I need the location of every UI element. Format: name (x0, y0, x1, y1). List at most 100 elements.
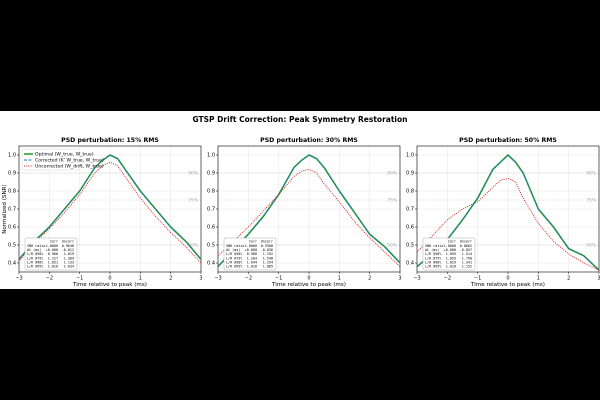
y-tick-label: 0.9 (8, 171, 16, 177)
x-tick-label: 2 (169, 276, 172, 282)
stats-corrected-value: 1.055 (446, 256, 456, 260)
stats-uncorrected-value: 1.019 (64, 252, 74, 256)
x-tick-label: −1 (474, 276, 481, 282)
stats-uncorrected-value: 1.192 (263, 252, 273, 256)
stats-row-label: L/R @90% (425, 260, 441, 264)
stats-corrected-value: 1.016 (48, 265, 58, 269)
series-line-dashed (416, 154, 600, 271)
stats-table-header: Uncorr (62, 240, 74, 244)
y-tick-label: 1.0 (8, 153, 16, 159)
y-tick-label: 1.0 (207, 153, 215, 159)
x-tick-label: −2 (245, 276, 252, 282)
stats-uncorrected-value: 1.548 (263, 256, 273, 260)
x-axis-label: Time relative to peak (ms) (271, 282, 346, 288)
stats-corrected-value: 1.0000 (245, 244, 257, 248)
stats-row-label: Δt (ms) (425, 248, 439, 252)
stats-uncorrected-value: 1.034 (64, 265, 74, 269)
reference-label: 50% (586, 243, 596, 249)
x-tick-label: 2 (567, 276, 570, 282)
stats-table-header: Uncorr (460, 240, 472, 244)
stats-row-label: L/R @50% (226, 252, 242, 256)
y-tick-label: 0.4 (8, 261, 16, 267)
y-tick-label: 0.7 (8, 207, 16, 213)
x-tick-label: 0 (108, 276, 111, 282)
stats-corrected-value: +0.000 (46, 248, 58, 252)
stats-corrected-value: +0.000 (245, 248, 257, 252)
x-tick-label: 3 (398, 276, 401, 282)
stats-uncorrected-value: 0.9308 (261, 244, 273, 248)
stats-table-box (24, 237, 78, 271)
stats-corrected-value: 1.0000 (46, 244, 58, 248)
y-tick-label: 0.6 (406, 225, 414, 231)
stats-corrected-value: 1.044 (247, 260, 257, 264)
reference-label: 90% (188, 171, 198, 177)
stats-row-label: SNR ratio (27, 244, 45, 248)
stats-corrected-value: 1.016 (446, 265, 456, 269)
legend-box (21, 148, 81, 171)
x-tick-label: 2 (368, 276, 371, 282)
stats-uncorrected-value: -0.036 (261, 248, 273, 252)
x-axis-label: Time relative to peak (ms) (72, 282, 147, 288)
stats-uncorrected-value: 0.8682 (460, 244, 472, 248)
stats-corrected-value: +0.000 (444, 248, 456, 252)
stats-row-label: L/R @75% (27, 256, 43, 260)
y-tick-label: 1.0 (406, 153, 414, 159)
y-tick-label: 0.5 (207, 243, 215, 249)
stats-uncorrected-value: 1.133 (64, 260, 74, 264)
stats-corrected-value: 1.016 (247, 265, 257, 269)
stats-uncorrected-value: 1.514 (462, 252, 472, 256)
x-tick-label: 0 (307, 276, 310, 282)
panel-title: PSD perturbation: 15% RMS (61, 137, 159, 144)
x-tick-label: 3 (199, 276, 202, 282)
stats-table-header: Corr (249, 240, 257, 244)
figure-title: GTSP Drift Correction: Peak Symmetry Res… (192, 115, 408, 124)
stats-row-label: L/R @50% (27, 252, 43, 256)
x-tick-label: 1 (338, 276, 341, 282)
stats-uncorrected-value: 1.294 (263, 260, 273, 264)
figure: GTSP Drift Correction: Peak Symmetry Res… (0, 111, 600, 289)
stats-corrected-value: 0.966 (48, 252, 58, 256)
x-tick-label: 0 (506, 276, 509, 282)
series-line-dotted (416, 177, 600, 271)
stats-row-label: L/R @95% (226, 265, 242, 269)
stats-corrected-value: 1.029 (446, 260, 456, 264)
stats-uncorrected-value: 1.341 (462, 260, 472, 264)
panel-title: PSD perturbation: 50% RMS (459, 137, 557, 144)
stats-uncorrected-value: 1.152 (462, 265, 472, 269)
x-tick-label: 3 (597, 276, 600, 282)
stats-row-label: Δt (ms) (226, 248, 240, 252)
y-tick-label: 0.5 (406, 243, 414, 249)
stats-uncorrected-value: -0.012 (62, 248, 74, 252)
reference-label: 90% (586, 171, 596, 177)
y-tick-label: 0.6 (8, 225, 16, 231)
y-tick-label: 0.4 (406, 261, 414, 267)
stats-uncorrected-value: 1.309 (64, 256, 74, 260)
legend-entry: Corrected (K' W_true, W_true) (35, 158, 104, 164)
y-tick-label: 0.7 (207, 207, 215, 213)
y-tick-label: 0.8 (8, 189, 16, 195)
stats-corrected-value: 1.051 (48, 260, 58, 264)
reference-label: 75% (387, 198, 397, 204)
stats-row-label: SNR ratio (226, 244, 244, 248)
chart-canvas: 90% 75% 50% −3 −2 −1 0 1 2 3 0.4 0.5 0.6 0.7 0.8 0.9 1.0… (1, 137, 600, 288)
stats-uncorrected-value: 1.085 (263, 265, 273, 269)
stats-corrected-value: 1.0000 (444, 244, 456, 248)
x-axis-label: Time relative to peak (ms) (470, 282, 545, 288)
y-tick-label: 0.5 (8, 243, 16, 249)
stats-row-label: L/R @90% (226, 260, 242, 264)
series-line-dotted (217, 168, 401, 267)
reference-label: 90% (387, 171, 397, 177)
x-tick-label: 1 (139, 276, 142, 282)
reference-label: 75% (188, 198, 198, 204)
y-tick-label: 0.4 (207, 261, 215, 267)
stats-row-label: L/R @50% (425, 252, 441, 256)
stats-corrected-value: 1.127 (48, 256, 58, 260)
x-tick-label: −3 (15, 276, 22, 282)
legend-entry: Uncorrected (W_drift, W_true) (35, 164, 104, 170)
y-tick-label: 0.7 (406, 207, 414, 213)
stats-row-label: L/R @95% (27, 265, 43, 269)
stats-table-header: Uncorr (261, 240, 273, 244)
reference-label: 50% (387, 243, 397, 249)
reference-label: 50% (188, 243, 198, 249)
stats-corrected-value: 1.095 (446, 252, 456, 256)
